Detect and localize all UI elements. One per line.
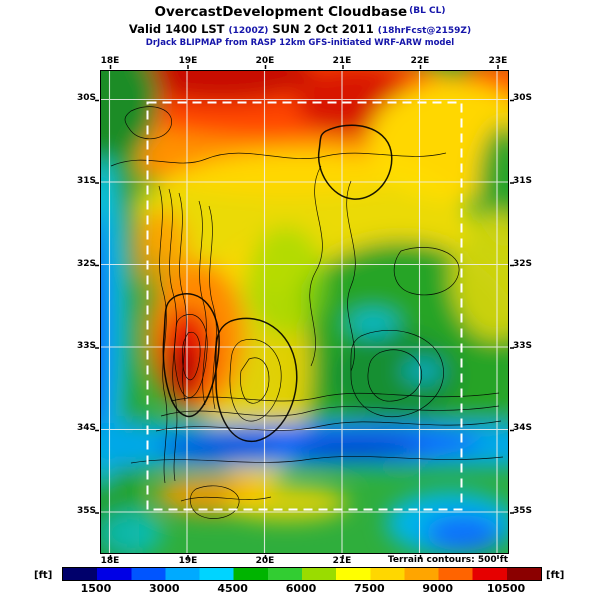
lat-tick-label: 31S	[76, 176, 96, 186]
plot-title: OvercastDevelopment Cloudbase (BL CL)	[0, 4, 600, 21]
lon-tick-label: 18E	[100, 556, 120, 566]
valid-date: SUN 2 Oct 2011	[272, 21, 374, 36]
colorbar-tick-label: 6000	[285, 582, 317, 595]
colorbar-tick-label: 4500	[217, 582, 248, 595]
colorbar-tick-label: 9000	[422, 582, 454, 595]
cloudbase-field	[101, 71, 508, 553]
lat-tick-label: 34S	[76, 423, 96, 433]
valid-time-line: Valid 1400 LST (1200Z) SUN 2 Oct 2011 (1…	[0, 22, 600, 37]
colorbar-tick-label: 3000	[148, 582, 180, 595]
lon-tick-label: 21E	[332, 556, 352, 566]
left-axis-ticks	[95, 71, 99, 554]
colorbar-tick-label: 1500	[80, 582, 112, 595]
model-attribution: DrJack BLIPMAP from RASP 12km GFS-initia…	[145, 38, 455, 49]
lon-tick-label: 22E	[410, 56, 430, 66]
lon-tick-label: 18E	[100, 56, 120, 66]
lon-tick-label: 19E	[178, 556, 198, 566]
lat-tick-label: 30S	[513, 93, 533, 103]
forecast-tag: (18hrFcst@2159Z)	[377, 25, 472, 36]
lon-tick-label: 20E	[255, 556, 275, 566]
colorbar-unit-right: [ft]	[546, 570, 565, 581]
top-axis-ticks	[101, 64, 509, 69]
terrain-contours-major	[162, 124, 393, 442]
plot-title-tag: (BL CL)	[409, 6, 446, 16]
lat-tick-label: 35S	[513, 506, 533, 516]
right-axis-ticks	[509, 71, 514, 554]
lat-tick-label: 32S	[76, 259, 96, 269]
lat-tick-label: 33S	[76, 341, 96, 351]
terrain-contours-note: Terrain contours: 500 ft	[387, 555, 508, 565]
lat-tick-label: 33S	[513, 341, 533, 351]
lon-tick-label: 19E	[178, 56, 198, 66]
model-domain-outline	[146, 101, 463, 511]
lat-tick-label: 35S	[76, 506, 96, 516]
valid-time-prefix: Valid 1400 LST	[128, 21, 225, 36]
colorbar-ticks: 1500 3000 4500 6000 7500 9000 10500	[62, 582, 540, 596]
lon-tick-label: 21E	[332, 56, 352, 66]
terrain-contours	[110, 106, 504, 519]
valid-time-zulu: (1200Z)	[228, 25, 269, 36]
colorbar-tick-label: 10500	[486, 582, 526, 595]
lat-tick-label: 32S	[513, 259, 533, 269]
lon-tick-label: 20E	[255, 56, 275, 66]
map-canvas	[100, 70, 509, 554]
lat-tick-label: 34S	[513, 423, 533, 433]
colorbar-gradient	[62, 567, 542, 581]
plot-title-text: OvercastDevelopment Cloudbase	[154, 4, 408, 20]
colorbar-unit-left: [ft]	[34, 570, 53, 581]
lat-tick-label: 30S	[76, 93, 96, 103]
lat-tick-label: 31S	[513, 176, 533, 186]
colorbar-tick-label: 7500	[354, 582, 385, 595]
lon-tick-label: 23E	[488, 56, 508, 66]
plot-header: OvercastDevelopment Cloudbase (BL CL) Val…	[0, 4, 600, 49]
graticule	[101, 71, 508, 553]
